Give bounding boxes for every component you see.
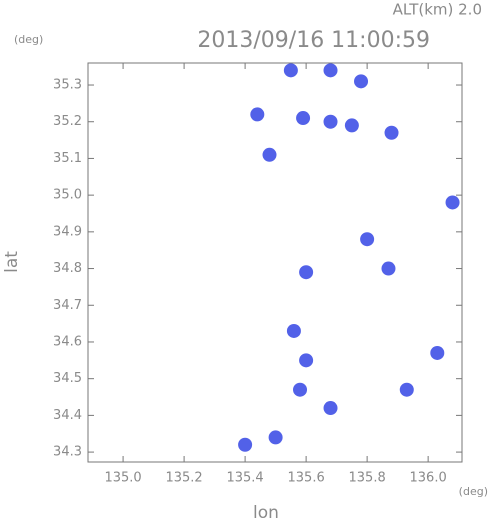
x-tick-label: 135.6 <box>288 471 325 486</box>
x-tick-label: 135.8 <box>349 471 386 486</box>
x-tick-label: 136.0 <box>410 471 447 486</box>
plot-frame <box>87 62 463 463</box>
y-unit: (deg) <box>14 33 43 46</box>
y-tick-label: 34.8 <box>53 261 82 276</box>
y-tick-label: 35.3 <box>53 78 82 93</box>
y-tick-label: 34.4 <box>53 408 82 423</box>
radar-echo <box>344 118 359 133</box>
radar-echo <box>299 353 314 368</box>
radar-echo <box>262 147 277 162</box>
x-unit: (deg) <box>459 485 488 498</box>
y-axis-label: lat <box>2 251 22 273</box>
y-tick-label: 34.9 <box>53 224 82 239</box>
y-tick-label: 34.5 <box>53 371 82 386</box>
y-tick-label: 34.6 <box>53 334 82 349</box>
radar-echo <box>268 430 283 445</box>
x-tick-label: 135.0 <box>104 471 141 486</box>
radar-echo <box>323 63 338 78</box>
radar-echo <box>445 195 460 210</box>
x-tick-label: 135.4 <box>226 471 263 486</box>
radar-echo <box>293 382 308 397</box>
radar-echo <box>250 107 265 122</box>
radar-echo <box>381 261 396 276</box>
chart-title: 2013/09/16 11:00:59 <box>197 28 430 53</box>
radar-echo <box>354 74 369 89</box>
radar-echo <box>299 265 314 280</box>
altitude-label: ALT(km) 2.0 <box>393 1 482 19</box>
radar-echo <box>430 345 445 360</box>
radar-echo <box>283 63 298 78</box>
y-tick-label: 35.2 <box>53 114 82 129</box>
y-tick-label: 34.7 <box>53 298 82 313</box>
radar-echo <box>323 401 338 416</box>
x-tick-label: 135.2 <box>165 471 202 486</box>
radar-echo <box>323 114 338 129</box>
y-tick-label: 35.1 <box>53 151 82 166</box>
radar-echo <box>399 382 414 397</box>
x-axis-label: lon <box>253 503 279 521</box>
y-tick-label: 35.0 <box>53 188 82 203</box>
radar-echo <box>296 111 311 126</box>
radar-echo <box>286 323 301 338</box>
radar-echo <box>238 437 253 452</box>
radar-echo <box>360 232 375 247</box>
y-tick-label: 34.3 <box>53 445 82 460</box>
radar-echo <box>384 125 399 140</box>
